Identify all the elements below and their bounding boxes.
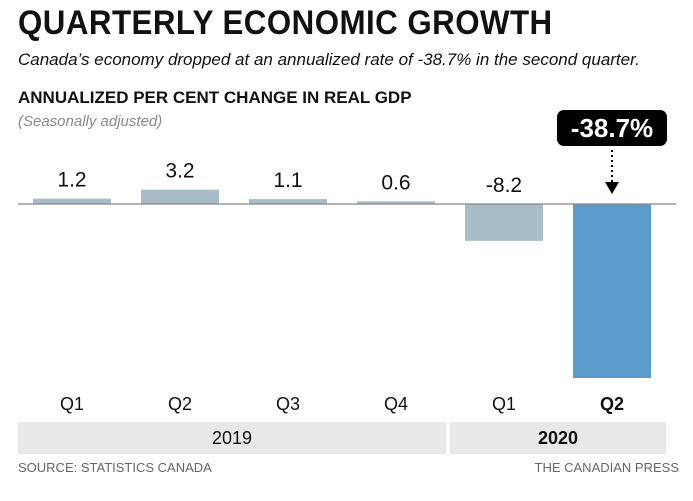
- bar-6: [573, 204, 651, 378]
- source-credit: SOURCE: STATISTICS CANADA: [18, 460, 212, 475]
- category-label-2: Q2: [168, 394, 192, 414]
- year-band-2020: [450, 422, 666, 454]
- bar-5: [465, 204, 543, 241]
- callout-arrow-icon: [605, 182, 619, 194]
- callout-box: [557, 110, 667, 146]
- bar-2: [141, 189, 219, 204]
- bar-chart: 1.2 3.2 1.1 0.6 -8.2 -38.7% Q1 Q2 Q3 Q4 Q1 Q2 2019 20…: [18, 110, 676, 454]
- category-label-5: Q1: [492, 394, 516, 414]
- chart-title: QUARTERLY ECONOMIC GROWTH: [18, 4, 553, 42]
- category-label-1: Q1: [60, 394, 84, 414]
- category-label-4: Q4: [384, 394, 408, 414]
- year-label-2020: 2020: [538, 428, 578, 448]
- value-label-2: 3.2: [165, 160, 194, 183]
- chart-subtitle: Canada’s economy dropped at an annualize…: [18, 50, 640, 69]
- category-label-6: Q2: [600, 394, 624, 414]
- chart-heading: ANNUALIZED PER CENT CHANGE IN REAL GDP: [18, 88, 412, 107]
- value-label-5: -8.2: [486, 174, 522, 197]
- value-label-6: -38.7%: [571, 113, 653, 143]
- value-label-4: 0.6: [381, 171, 410, 194]
- bar-3: [249, 199, 327, 204]
- year-band-2019: [18, 422, 446, 454]
- value-label-3: 1.1: [273, 169, 302, 192]
- publisher-credit: THE CANADIAN PRESS: [534, 460, 679, 475]
- value-label-1: 1.2: [57, 169, 86, 192]
- bar-4: [357, 201, 435, 204]
- category-label-3: Q3: [276, 394, 300, 414]
- bar-1: [33, 198, 111, 204]
- seasonal-note: (Seasonally adjusted): [18, 113, 163, 130]
- year-label-2019: 2019: [212, 428, 252, 448]
